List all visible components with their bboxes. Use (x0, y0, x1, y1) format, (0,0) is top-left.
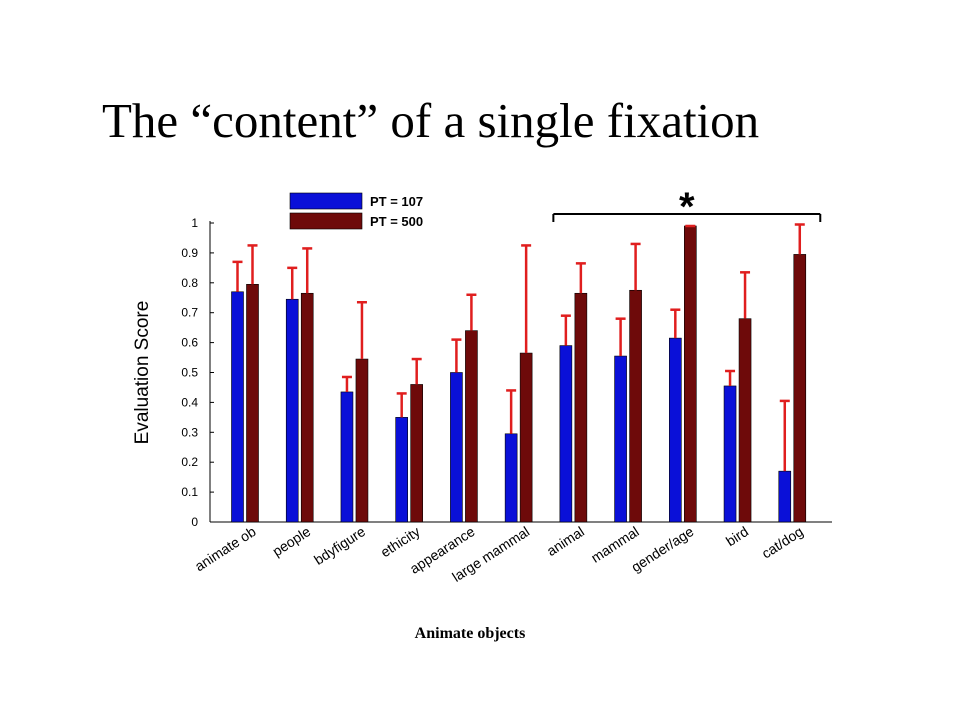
bar-pt107 (340, 391, 354, 523)
bar-pt107 (395, 417, 408, 523)
legend-swatch (289, 212, 363, 230)
y-tick-label: 0.9 (181, 246, 198, 260)
y-tick-label: 0.5 (181, 366, 198, 380)
bar-pt107 (669, 337, 682, 523)
bar-pt500 (738, 318, 752, 523)
y-tick-label: 0.6 (181, 336, 198, 350)
y-tick-label: 0.1 (181, 485, 198, 499)
bar-pt500 (629, 289, 642, 523)
y-tick-label: 1 (191, 216, 198, 230)
bar-pt500 (519, 352, 533, 523)
bar-pt500 (684, 225, 697, 523)
y-tick-label: 0.4 (181, 395, 198, 409)
y-axis-label: Evaluation Score (132, 301, 153, 445)
y-tick-label: 0.8 (181, 276, 198, 290)
bar-pt500 (574, 292, 588, 523)
bar-pt500 (410, 384, 423, 523)
bar-pt500 (465, 330, 478, 523)
bar-pt107 (285, 298, 299, 523)
y-tick-label: 0.3 (181, 425, 198, 439)
bar-pt107 (231, 291, 244, 523)
slide-caption: Animate objects (414, 625, 526, 642)
y-tick-label: 0.2 (181, 455, 198, 469)
bar-pt500 (793, 254, 807, 523)
legend-label: PT = 500 (370, 214, 423, 229)
significance-star: * (679, 185, 695, 229)
bar-pt107 (614, 355, 627, 523)
legend-swatch (289, 192, 363, 210)
bar-pt500 (355, 358, 369, 523)
slide-title: The “content” of a single fixation (102, 93, 760, 148)
bar-pt107 (450, 372, 463, 523)
y-tick-label: 0.7 (181, 306, 198, 320)
bar-chart: 0 0.1 0.2 0.3 0.4 0.5 0.6 0.7 0.8 0.9 1 Evaluation … (110, 185, 850, 605)
bar-pt500 (246, 283, 259, 523)
bar-pt500 (300, 292, 314, 523)
y-tick-label: 0 (191, 515, 198, 529)
legend-label: PT = 107 (370, 194, 423, 209)
chart-container: 0 0.1 0.2 0.3 0.4 0.5 0.6 0.7 0.8 0.9 1 Evaluation … (110, 185, 850, 605)
bar-pt107 (723, 385, 737, 523)
bar-pt107 (504, 433, 518, 523)
bar-pt107 (559, 345, 573, 523)
bar-pt107 (778, 470, 792, 523)
